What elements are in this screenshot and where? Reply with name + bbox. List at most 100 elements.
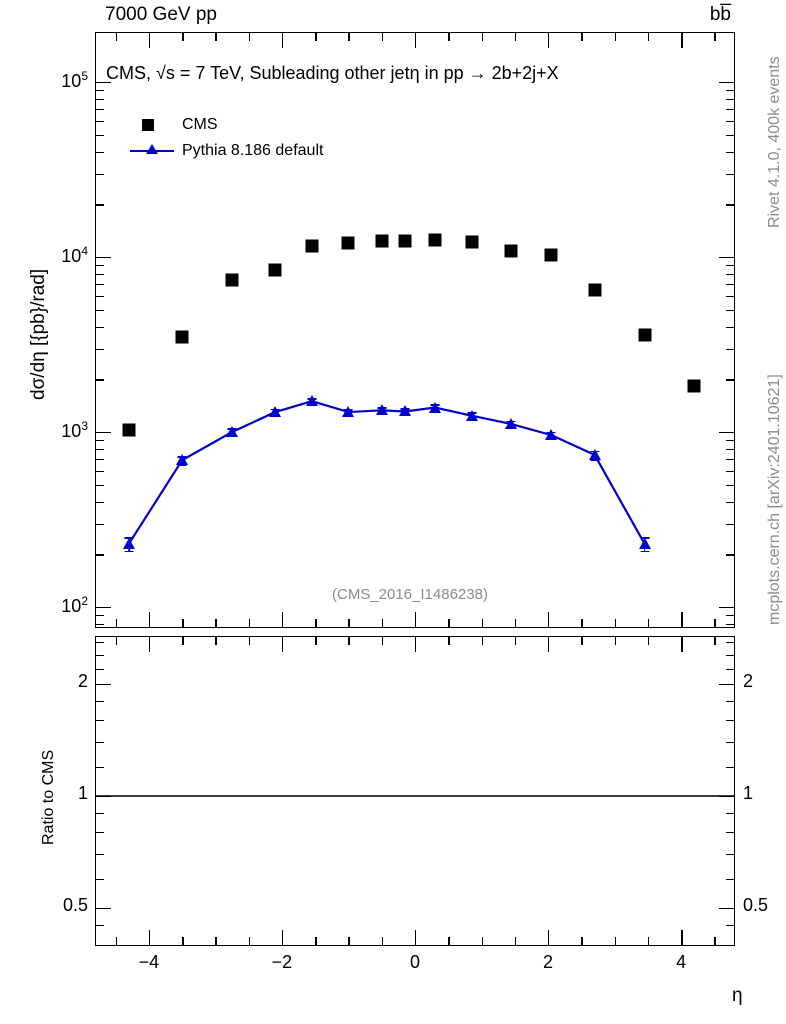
y-minor-tick-main-right xyxy=(726,501,735,504)
x-major-tick xyxy=(281,930,284,946)
y-minor-tick-ratio-right xyxy=(726,668,735,670)
data-point-cms xyxy=(122,423,136,437)
data-point-cms xyxy=(225,273,239,287)
x-minor-tick xyxy=(514,619,517,628)
y-minor-tick-main-right xyxy=(726,295,735,298)
data-point-pythia xyxy=(588,448,601,460)
x-minor-tick xyxy=(348,636,350,645)
y-minor-tick-main xyxy=(95,440,104,442)
data-point-pythia xyxy=(638,537,651,549)
y-minor-tick-main-right xyxy=(726,459,735,461)
data-point-cms xyxy=(588,283,602,297)
x-minor-tick xyxy=(182,619,184,628)
data-point-pythia xyxy=(269,405,282,417)
data-point-cms xyxy=(638,328,652,342)
x-minor-tick xyxy=(514,937,517,946)
data-point-pythia xyxy=(342,405,355,417)
y-minor-tick-ratio-right xyxy=(726,701,735,703)
y-minor-tick-main-right xyxy=(726,615,735,617)
x-minor-tick xyxy=(581,636,583,645)
x-minor-tick xyxy=(481,937,483,946)
x-minor-tick xyxy=(714,32,716,41)
y-minor-tick-main xyxy=(95,554,104,556)
y-minor-tick-main xyxy=(95,109,104,111)
y-minor-tick-main xyxy=(95,98,104,101)
y-tick-label-ratio: 2 xyxy=(77,671,88,691)
x-minor-tick xyxy=(215,32,217,41)
x-minor-tick xyxy=(115,619,117,628)
y-minor-tick-main xyxy=(95,523,104,525)
error-bar-cap xyxy=(640,550,650,553)
x-minor-tick xyxy=(381,937,384,946)
data-point-cms xyxy=(398,234,412,248)
x-minor-tick xyxy=(348,619,350,628)
y-minor-tick-main-right xyxy=(726,173,735,175)
y-minor-tick-ratio xyxy=(95,668,104,670)
data-point-pythia xyxy=(226,425,239,437)
x-major-tick xyxy=(148,636,151,652)
y-minor-tick-ratio xyxy=(95,701,104,703)
y-minor-tick-ratio xyxy=(95,641,104,643)
y-tick-label-ratio-right: 2 xyxy=(743,671,754,691)
x-minor-tick xyxy=(248,937,251,946)
y-minor-tick-main-right xyxy=(726,326,735,329)
y-minor-tick-main xyxy=(95,120,104,123)
y-minor-tick-main-right xyxy=(726,284,735,286)
y-minor-tick-main xyxy=(95,459,104,461)
header-right-label: bb̅ xyxy=(709,4,731,25)
y-minor-tick-ratio xyxy=(95,654,104,656)
x-tick-label: 4 xyxy=(676,952,687,972)
x-minor-tick xyxy=(514,636,517,645)
right-label-rivet: Rivet 4.1.0, 400k events xyxy=(766,56,783,228)
y-minor-tick-main-right xyxy=(726,204,735,206)
y-tick-label-ratio: 1 xyxy=(77,783,88,803)
x-minor-tick xyxy=(448,32,450,41)
y-tick-label-main: 105 xyxy=(61,69,88,91)
y-minor-tick-main-right xyxy=(726,348,735,350)
y-minor-tick-ratio-right xyxy=(726,878,735,880)
y-tick-label-main: 103 xyxy=(61,419,88,441)
x-minor-tick xyxy=(215,619,217,628)
x-minor-tick xyxy=(315,636,317,645)
data-point-pythia xyxy=(465,409,478,421)
y-minor-tick-ratio xyxy=(95,908,104,910)
y-minor-tick-main-right xyxy=(726,151,735,154)
x-minor-tick xyxy=(514,32,517,41)
x-minor-tick xyxy=(647,619,650,628)
legend-marker-pythia-triangle xyxy=(146,144,158,154)
y-minor-tick-main-right xyxy=(726,98,735,101)
y-major-tick-main-right xyxy=(719,82,735,84)
y-major-tick-main-right xyxy=(719,607,735,609)
y-major-tick-main xyxy=(95,607,111,609)
y-minor-tick-main xyxy=(95,326,104,329)
x-major-tick xyxy=(415,32,417,48)
data-point-pythia xyxy=(428,401,441,413)
y-minor-tick-main xyxy=(95,348,104,350)
data-point-cms xyxy=(544,248,558,262)
y-tick-label-ratio-right: 1 xyxy=(743,783,754,803)
x-major-tick xyxy=(415,612,417,628)
y-minor-tick-ratio-right xyxy=(726,720,735,722)
y-minor-tick-main xyxy=(95,90,104,92)
data-point-cms xyxy=(268,263,282,277)
legend-label-cms: CMS xyxy=(182,116,218,133)
y-minor-tick-main-right xyxy=(726,523,735,525)
y-minor-tick-main xyxy=(95,470,104,473)
x-axis-label: η xyxy=(732,985,743,1006)
y-minor-tick-ratio-right xyxy=(726,641,735,643)
x-minor-tick xyxy=(448,937,450,946)
y-major-tick-main xyxy=(95,82,111,84)
x-minor-tick xyxy=(182,636,184,645)
x-minor-tick xyxy=(115,937,117,946)
x-minor-tick xyxy=(614,32,616,41)
x-major-tick xyxy=(148,930,151,946)
y-minor-tick-main-right xyxy=(726,623,735,626)
y-minor-tick-ratio xyxy=(95,925,104,927)
data-point-pythia xyxy=(505,418,518,430)
y-minor-tick-main-right xyxy=(726,379,735,381)
x-minor-tick xyxy=(115,32,117,41)
y-minor-tick-main-right xyxy=(726,440,735,442)
y-minor-tick-main xyxy=(95,623,104,626)
x-major-tick xyxy=(281,32,284,48)
y-minor-tick-main-right xyxy=(726,134,735,137)
